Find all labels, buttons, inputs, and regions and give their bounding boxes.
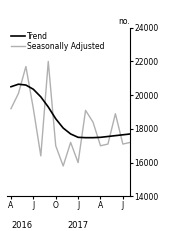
Text: 2017: 2017	[68, 221, 89, 230]
Text: no.: no.	[119, 17, 130, 26]
Text: 2016: 2016	[11, 221, 32, 230]
Legend: Trend, Seasonally Adjusted: Trend, Seasonally Adjusted	[11, 32, 105, 51]
